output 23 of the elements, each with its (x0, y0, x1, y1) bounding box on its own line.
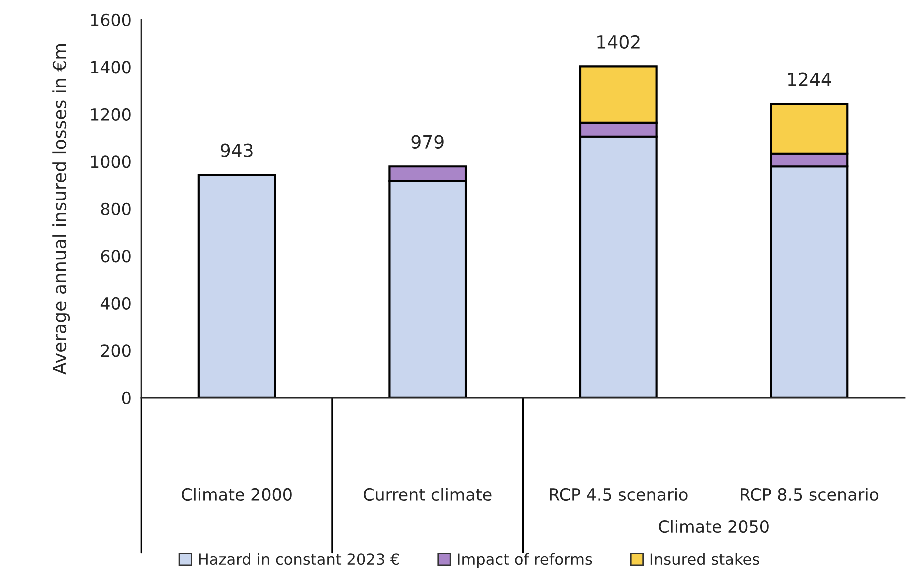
total-label: 1402 (598, 35, 640, 50)
x-tick-label: RCP 8.5 scenario (741, 488, 879, 502)
x-tick-label: RCP 4.5 scenario (550, 488, 688, 502)
y-tick-label: 600 (101, 250, 131, 263)
y-tick-label: 0 (122, 392, 131, 404)
legend-label: Impact of reforms (458, 553, 592, 568)
y-tick-label: 1200 (91, 108, 131, 121)
total-label: 1244 (788, 72, 832, 86)
y-tick-label: 400 (100, 297, 131, 310)
y-tick-label: 1600 (91, 14, 131, 27)
total-label: 943 (220, 144, 253, 158)
y-tick-label: 1400 (91, 61, 131, 74)
text: Climate 2050 (659, 520, 769, 534)
y-tick-label: 200 (101, 344, 131, 358)
x-tick-label: Climate 2000 (182, 488, 292, 502)
y-axis-title: Average annual insured losses in €m (52, 44, 70, 375)
x-tick-label: Current climate (364, 488, 492, 502)
legend-label: Insured stakes (650, 553, 760, 566)
total-label: 979 (412, 135, 444, 149)
y-tick-label: 800 (101, 202, 131, 216)
y-tick-label: 1000 (91, 156, 131, 168)
legend-label: Hazard in constant 2023 € (199, 553, 400, 566)
bar (198, 174, 276, 398)
